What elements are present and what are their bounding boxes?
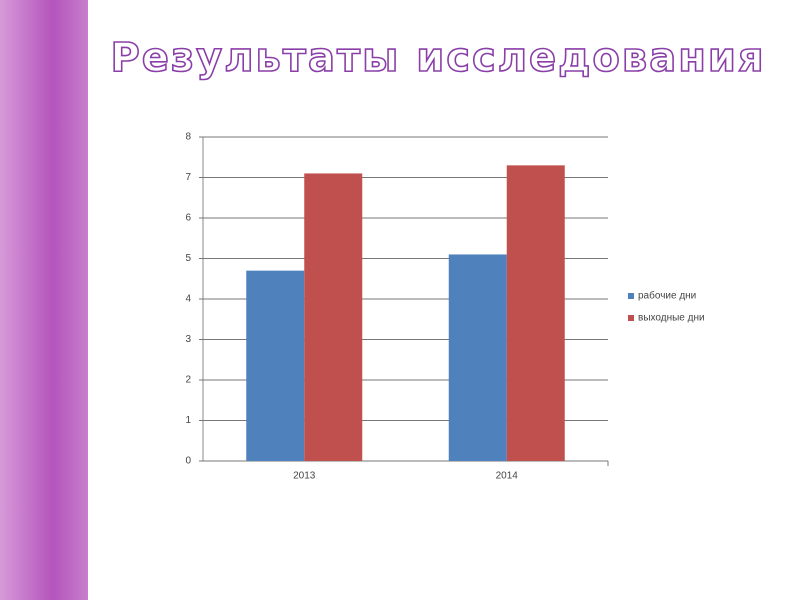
y-tick-label: 3 [185,334,191,345]
bar [506,165,565,461]
y-tick-label: 6 [185,213,191,224]
legend-label: рабочие дни [638,290,696,302]
legend-label: выходные дни [638,313,705,324]
x-tick-label: 2014 [496,471,519,482]
y-tick-label: 1 [185,415,191,426]
y-tick-label: 5 [185,253,191,264]
y-tick-label: 7 [185,172,191,183]
legend-swatch [628,315,634,321]
x-tick-label: 2013 [293,471,316,482]
y-tick-label: 4 [185,294,191,305]
bar [448,254,507,461]
bar [304,173,363,461]
chart-title: Результаты исследования [110,35,765,81]
y-tick-label: 8 [185,132,191,143]
legend-swatch [628,293,634,299]
y-tick-label: 2 [185,375,191,386]
bar [246,270,305,461]
side-band [0,0,88,600]
y-tick-label: 0 [185,456,191,467]
